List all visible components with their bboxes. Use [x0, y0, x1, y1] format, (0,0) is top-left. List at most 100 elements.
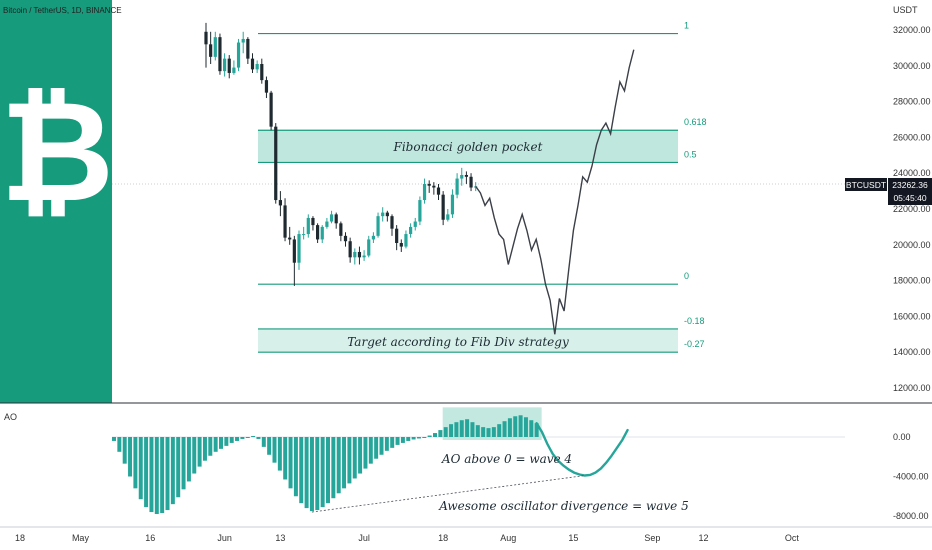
ao-bar: [502, 421, 507, 437]
time-tick-label: 18: [438, 533, 448, 543]
price-tick-label: 16000.00: [893, 311, 931, 321]
fib-retracement: 1 0.618 0.5 0 -0.18 -0.27: [258, 21, 707, 353]
fib-level-label: -0.18: [684, 316, 705, 326]
ao-bar: [416, 437, 421, 439]
price-tick-label: 12000.00: [893, 383, 931, 393]
price-tick-label: 18000.00: [893, 276, 931, 286]
ao-wave4-label: AO above 0 = wave 4: [441, 452, 572, 466]
candle-body: [236, 42, 241, 68]
bar-countdown: 05:45:40: [893, 193, 926, 203]
ao-bar: [219, 437, 223, 449]
candle-body: [446, 214, 450, 220]
ao-bar: [406, 437, 411, 441]
golden-pocket-box: [258, 130, 678, 163]
candle-body: [329, 214, 334, 222]
price-tick-label: 26000.00: [893, 132, 931, 142]
candle-body: [418, 200, 422, 222]
ao-bar: [368, 437, 373, 464]
candle-body: [218, 37, 222, 72]
candle-body: [283, 205, 287, 238]
price-tick-label: 20000.00: [893, 240, 931, 250]
ao-bar: [293, 437, 298, 497]
candle-body: [325, 221, 329, 227]
ao-bar: [224, 437, 229, 446]
candle-body: [246, 38, 250, 59]
ao-bar: [186, 437, 191, 482]
candle-body: [269, 92, 273, 127]
ao-bar: [165, 437, 170, 511]
ao-bar: [202, 437, 207, 461]
ao-bar: [261, 437, 266, 447]
ao-bar: [128, 437, 133, 477]
fib-level-label: 0: [684, 271, 689, 281]
golden-pocket-label: Fibonacci golden pocket: [393, 140, 543, 154]
ao-bar: [192, 437, 197, 474]
candle-body: [250, 58, 255, 70]
candle-body: [209, 44, 213, 57]
price-tag-bg: [888, 178, 932, 205]
symbol-header: Bitcoin / TetherUS, 1D, BINANCE: [3, 6, 122, 15]
candle-body: [455, 178, 459, 195]
candle-body: [311, 217, 315, 226]
ao-bar: [229, 437, 234, 443]
ao-bar: [395, 437, 400, 445]
ao-bar: [459, 420, 464, 437]
ao-bar: [486, 428, 491, 437]
ao-divergence-line: [311, 475, 585, 513]
time-tick-label: 15: [568, 533, 578, 543]
ao-bar: [117, 437, 122, 452]
ao-bar: [208, 437, 213, 456]
fib-level-label: 0.618: [684, 117, 707, 127]
symbol-tag: BTCUSDT: [846, 180, 886, 190]
candle-body: [227, 58, 231, 73]
ao-bar: [235, 437, 240, 441]
candle-body: [460, 174, 464, 179]
price-tick-label: 22000.00: [893, 204, 931, 214]
time-tick-label: Jul: [358, 533, 370, 543]
candle-body: [436, 187, 441, 195]
price-tick-label: 30000.00: [893, 61, 931, 71]
ao-bar: [384, 437, 389, 451]
ao-bar: [288, 437, 293, 489]
ao-bar: [197, 437, 202, 467]
ao-bar: [411, 437, 416, 440]
candlestick-series: [204, 22, 478, 286]
candle-body: [427, 183, 431, 186]
candle-body: [288, 237, 292, 240]
candle-body: [260, 64, 264, 81]
ao-bar: [390, 437, 395, 448]
ao-bar: [529, 420, 534, 437]
candle-body: [204, 31, 208, 45]
price-projection: [475, 49, 635, 335]
ao-bar: [112, 437, 116, 441]
price-tick-label: 32000.00: [893, 25, 931, 35]
ao-bar: [534, 423, 539, 437]
ao-bar: [170, 437, 175, 505]
candle-body: [362, 255, 366, 258]
ao-bar: [213, 437, 218, 452]
ao-bar: [342, 437, 347, 489]
time-tick-label: 12: [699, 533, 709, 543]
ao-bar: [304, 437, 309, 509]
ao-bar: [363, 437, 368, 469]
ao-bar: [181, 437, 186, 490]
candle-body: [395, 228, 399, 244]
time-tick-label: Aug: [500, 533, 516, 543]
candle-body: [278, 200, 282, 206]
ao-bar: [176, 437, 181, 498]
ao-bar: [427, 435, 432, 437]
time-tick-label: Oct: [785, 533, 800, 543]
ao-projection-curve: [535, 422, 629, 477]
candle-body: [381, 212, 385, 217]
ao-tick-label: -4000.00: [893, 472, 929, 482]
candle-body: [399, 243, 403, 247]
ao-bar: [336, 437, 341, 494]
ao-bar: [379, 437, 384, 455]
candle-body: [306, 217, 310, 235]
candle-body: [409, 226, 413, 235]
ao-bar: [449, 424, 454, 437]
ao-bar: [352, 437, 357, 479]
ao-bar: [138, 437, 143, 500]
current-price: 23262.36: [892, 180, 928, 190]
